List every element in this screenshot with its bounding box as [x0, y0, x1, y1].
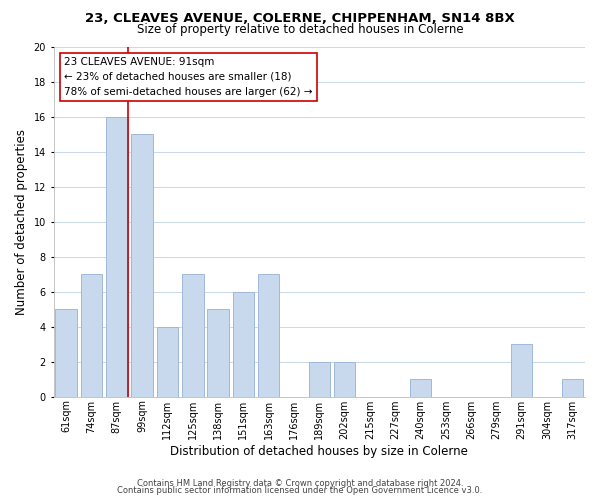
- Y-axis label: Number of detached properties: Number of detached properties: [15, 128, 28, 314]
- Bar: [81, 274, 102, 396]
- Bar: [410, 379, 431, 396]
- Bar: [208, 309, 229, 396]
- Bar: [334, 362, 355, 396]
- Bar: [157, 326, 178, 396]
- X-axis label: Distribution of detached houses by size in Colerne: Distribution of detached houses by size …: [170, 444, 468, 458]
- Text: 23, CLEAVES AVENUE, COLERNE, CHIPPENHAM, SN14 8BX: 23, CLEAVES AVENUE, COLERNE, CHIPPENHAM,…: [85, 12, 515, 26]
- Bar: [511, 344, 532, 397]
- Bar: [308, 362, 330, 396]
- Text: Contains public sector information licensed under the Open Government Licence v3: Contains public sector information licen…: [118, 486, 482, 495]
- Bar: [55, 309, 77, 396]
- Bar: [106, 116, 128, 396]
- Text: Size of property relative to detached houses in Colerne: Size of property relative to detached ho…: [137, 22, 463, 36]
- Bar: [258, 274, 280, 396]
- Bar: [233, 292, 254, 397]
- Text: Contains HM Land Registry data © Crown copyright and database right 2024.: Contains HM Land Registry data © Crown c…: [137, 478, 463, 488]
- Bar: [131, 134, 153, 396]
- Bar: [182, 274, 203, 396]
- Bar: [562, 379, 583, 396]
- Text: 23 CLEAVES AVENUE: 91sqm
← 23% of detached houses are smaller (18)
78% of semi-d: 23 CLEAVES AVENUE: 91sqm ← 23% of detach…: [64, 57, 313, 96]
